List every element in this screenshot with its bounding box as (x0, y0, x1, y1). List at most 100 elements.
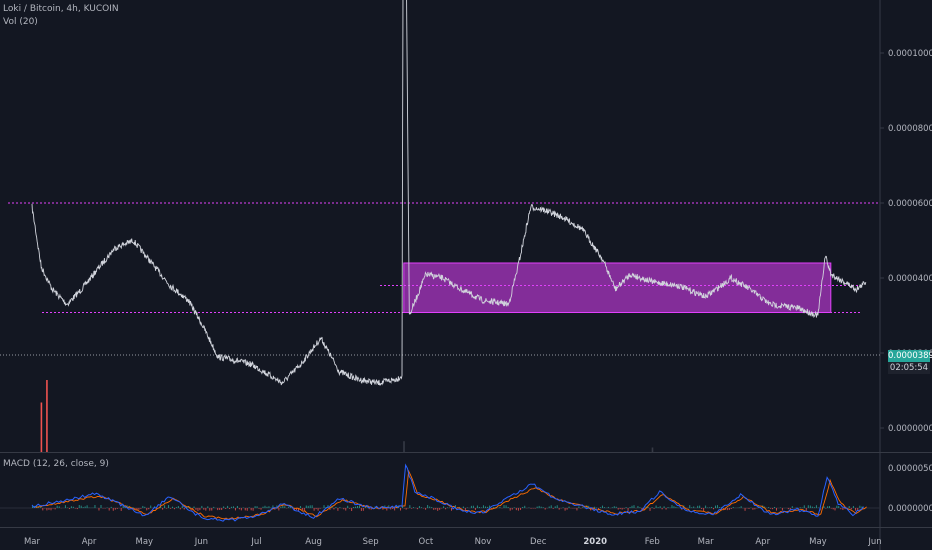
macd-histogram-bar (827, 506, 829, 508)
macd-histogram-bar (675, 506, 677, 508)
macd-histogram-bar (339, 507, 341, 508)
macd-histogram-bar (476, 505, 478, 508)
macd-histogram-bar (134, 508, 136, 510)
macd-histogram-bar (164, 505, 166, 508)
macd-histogram-bar (852, 505, 854, 508)
macd-histogram-bar (603, 507, 605, 508)
macd-histogram-bar (110, 506, 112, 508)
macd-histogram-bar (834, 508, 836, 511)
time-tick-label: Mar (24, 537, 41, 547)
macd-histogram-bar (615, 506, 617, 508)
macd-histogram-bar (80, 505, 82, 508)
macd-histogram-bar (840, 508, 842, 510)
macd-histogram-bar (254, 506, 256, 508)
macd-legend[interactable]: MACD (12, 26, close, 9) (3, 459, 109, 469)
macd-histogram-bar (309, 505, 311, 508)
macd-histogram-bar (815, 505, 817, 508)
macd-histogram-bar (313, 508, 315, 511)
macd-histogram-bar (100, 505, 102, 508)
macd-histogram-bar (70, 506, 72, 508)
macd-histogram-bar (272, 505, 274, 508)
macd-histogram-bar (173, 508, 175, 510)
macd-histogram-bar (78, 505, 80, 508)
macd-histogram-bar (246, 508, 248, 511)
macd-histogram-bar (154, 506, 156, 508)
macd-histogram-bar (738, 507, 740, 508)
macd-histogram-bar (772, 508, 774, 510)
macd-histogram-bar (732, 506, 734, 508)
macd-histogram-bar (353, 506, 355, 508)
macd-histogram-bar (280, 506, 282, 508)
macd-histogram-bar (268, 506, 270, 508)
macd-histogram-bar (193, 506, 195, 508)
macd-histogram-bar (108, 508, 110, 511)
macd-histogram-bar (221, 508, 223, 510)
macd-histogram-bar (789, 508, 791, 510)
macd-histogram-bar (323, 505, 325, 508)
macd-histogram-bar (811, 506, 813, 508)
macd-histogram-bar (493, 506, 495, 508)
macd-histogram-bar (748, 508, 750, 509)
macd-histogram-bar (701, 508, 703, 510)
macd-histogram-bar (416, 508, 418, 510)
macd-histogram-bar (360, 508, 362, 511)
macd-histogram-bar (345, 508, 347, 511)
macd-histogram-bar (170, 508, 172, 509)
macd-histogram-bar (625, 507, 627, 508)
macd-histogram-bar (464, 508, 466, 511)
macd-histogram-bar (774, 506, 776, 508)
macd-histogram-bar (659, 506, 661, 508)
time-tick-label: Jun (194, 537, 208, 547)
macd-histogram-bar (276, 505, 278, 508)
macd-histogram-bar (82, 507, 84, 508)
symbol-title[interactable]: Loki / Bitcoin, 4h, KUCOIN (3, 4, 119, 14)
macd-histogram-bar (661, 508, 663, 510)
macd-histogram-bar (48, 508, 50, 510)
macd-histogram-bar (392, 508, 394, 509)
macd-histogram-bar (297, 508, 299, 511)
macd-histogram-bar (439, 508, 441, 510)
macd-histogram-bar (437, 508, 439, 511)
time-tick-label: Nov (475, 537, 492, 547)
macd-histogram-bar (225, 508, 227, 509)
macd-histogram-bar (425, 508, 427, 510)
macd-histogram-bar (94, 505, 96, 508)
volume-bar (403, 441, 405, 452)
macd-histogram-bar (505, 505, 507, 508)
macd-histogram-bar (368, 508, 370, 510)
macd-histogram-bar (631, 505, 633, 508)
macd-histogram-bar (199, 508, 201, 511)
macd-histogram-bar (201, 505, 203, 508)
macd-histogram-bar (409, 505, 411, 508)
macd-histogram-bar (507, 506, 509, 508)
macd-histogram-bar (703, 508, 705, 511)
macd-histogram-bar (260, 508, 262, 510)
macd-histogram-bar (140, 508, 142, 509)
macd-histogram-bar (600, 507, 602, 508)
bar-countdown-tag: 02:05:54 (888, 362, 930, 374)
macd-histogram-bar (651, 507, 653, 508)
macd-histogram-bar (329, 508, 331, 510)
macd-histogram-bar (823, 506, 825, 508)
macd-histogram-bar (520, 508, 522, 510)
macd-histogram-bar (211, 508, 213, 511)
macd-histogram-bar (358, 505, 360, 508)
time-tick-label: May (135, 537, 153, 547)
macd-histogram-bar (588, 505, 590, 508)
volume-legend[interactable]: Vol (20) (3, 17, 38, 27)
macd-histogram-bar (850, 508, 852, 510)
macd-histogram-bar (681, 508, 683, 510)
macd-histogram-bar (855, 508, 857, 511)
macd-histogram-bar (50, 508, 52, 511)
macd-histogram-bar (327, 505, 329, 508)
macd-histogram-bar (629, 506, 631, 508)
macd-histogram-bar (168, 505, 170, 508)
macd-histogram-bar (770, 508, 772, 509)
macd-histogram-bar (511, 508, 513, 510)
macd-histogram-bar (509, 508, 511, 511)
